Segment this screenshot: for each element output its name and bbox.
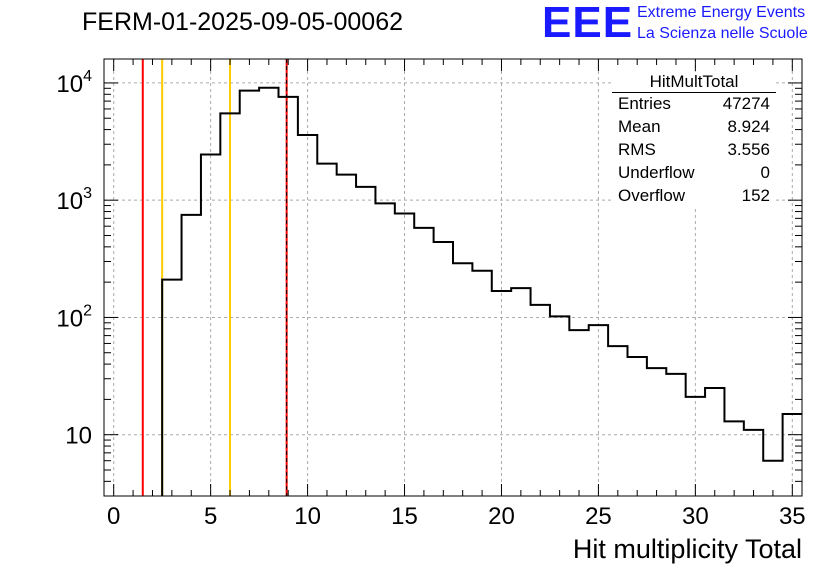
x-tick-label: 35 [779,503,806,530]
stats-label: Mean [618,117,661,136]
x-tick-label: 15 [391,503,418,530]
stats-value: 47274 [722,94,770,113]
x-tick-label: 30 [682,503,709,530]
eee-logo: EEE [542,0,634,47]
plot-frame [103,58,803,497]
stats-row-entries: Entries 47274 [618,94,770,114]
stats-value: 152 [741,186,770,205]
y-tick-label: 104 [56,68,92,98]
stats-box: HitMultTotal Entries 47274 Mean 8.924 RM… [612,72,776,208]
logo-line-1: Extreme Energy Events [637,4,806,21]
x-tick-label: 0 [107,503,120,530]
stats-row-overflow: Overflow 152 [618,186,770,206]
stats-row-underflow: Underflow 0 [618,163,770,183]
stats-separator [612,92,776,93]
stats-label: Entries [618,94,671,113]
stats-value: 0 [760,163,770,182]
y-tick-label: 102 [56,302,92,332]
x-tick-label: 25 [585,503,612,530]
y-tick-label: 103 [56,185,92,215]
histogram-outline [161,86,802,496]
stats-row-mean: Mean 8.924 [618,117,770,137]
stats-label: Overflow [618,186,686,205]
x-tick-label: 10 [294,503,321,530]
histogram-title: FERM-01-2025-09-05-00062 [82,8,404,36]
stats-value: 3.556 [727,140,770,159]
stats-label: Underflow [618,163,695,182]
x-tick-label: 20 [488,503,515,530]
stats-label: RMS [618,140,656,159]
stats-title: HitMultTotal [649,72,739,91]
stats-value: 8.924 [727,117,770,136]
stats-row-rms: RMS 3.556 [618,140,770,160]
x-tick-label: 5 [204,503,217,530]
logo-line-2: La Scienza nelle Scuole [637,25,808,42]
y-tick-label: 10 [65,423,92,450]
x-axis-label: Hit multiplicity Total [572,534,802,564]
